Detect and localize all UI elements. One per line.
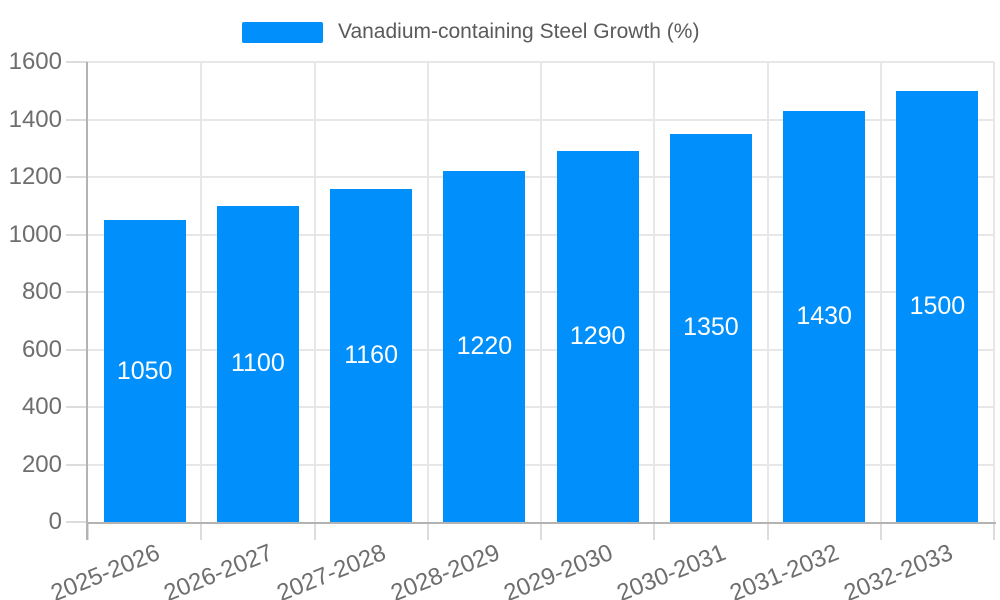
y-axis-tick-label: 1200 <box>8 163 62 190</box>
x-tick-mark <box>200 524 203 540</box>
y-tick-mark <box>66 291 88 293</box>
x-tick-mark <box>879 524 882 540</box>
bar-value-label: 1050 <box>116 356 173 385</box>
legend-item[interactable]: Vanadium-containing Steel Growth (%) <box>242 19 699 45</box>
x-tick-mark <box>87 524 89 540</box>
x-tick-mark <box>766 524 769 540</box>
x-tick-mark <box>426 524 429 540</box>
y-axis-line <box>86 62 88 540</box>
y-tick-mark <box>66 118 88 121</box>
y-tick-mark <box>66 406 88 408</box>
bar[interactable]: 1350 <box>669 133 752 522</box>
bar-value-label: 1350 <box>683 313 739 342</box>
y-axis-tick-label: 1400 <box>8 105 62 133</box>
bar-value-label: 1430 <box>796 301 852 330</box>
bar[interactable]: 1500 <box>896 90 979 522</box>
bar[interactable]: 1100 <box>216 205 299 522</box>
bar[interactable]: 1050 <box>103 220 186 522</box>
bar[interactable]: 1160 <box>330 188 413 522</box>
legend-label: Vanadium-containing Steel Growth (%) <box>338 20 700 43</box>
bar-value-label: 1500 <box>909 291 966 320</box>
y-tick-mark <box>66 233 88 236</box>
y-tick-mark <box>66 521 88 523</box>
x-axis-tick-label: 2029-2030 <box>499 539 617 600</box>
x-gridline <box>766 62 769 522</box>
x-axis-tick-label: 2032-2033 <box>839 539 957 600</box>
y-axis-tick-label: 600 <box>21 335 62 363</box>
x-axis-tick-label: 2031-2032 <box>726 539 843 600</box>
x-gridline <box>993 62 995 522</box>
bar[interactable]: 1430 <box>783 110 866 522</box>
x-axis-tick-label: 2030-2031 <box>613 539 730 600</box>
x-axis-tick-label: 2028-2029 <box>386 539 504 600</box>
legend-marker <box>242 21 323 43</box>
x-gridline <box>426 62 429 522</box>
y-axis-tick-label: 200 <box>21 450 62 478</box>
x-axis-tick-label: 2027-2028 <box>273 539 390 600</box>
y-tick-mark <box>66 463 88 466</box>
y-axis-tick-label: 0 <box>48 508 62 535</box>
y-tick-mark <box>66 348 88 351</box>
bar-value-label: 1290 <box>569 322 626 351</box>
bar-value-label: 1100 <box>230 349 285 378</box>
x-axis-line <box>86 522 996 524</box>
x-tick-mark <box>653 524 656 540</box>
x-gridline <box>540 62 542 522</box>
y-tick-mark <box>66 176 88 178</box>
y-axis-tick-label: 800 <box>21 278 62 305</box>
y-axis-tick-label: 1600 <box>8 48 62 75</box>
x-gridline <box>879 62 882 522</box>
x-tick-mark <box>540 524 542 540</box>
y-tick-mark <box>66 61 88 63</box>
bar[interactable]: 1220 <box>443 171 526 522</box>
x-gridline <box>313 62 316 522</box>
x-axis-tick-label: 2026-2027 <box>160 539 277 600</box>
y-axis-tick-label: 400 <box>21 393 62 420</box>
y-axis-tick-label: 1000 <box>8 220 62 248</box>
x-tick-mark <box>993 524 995 540</box>
x-gridline <box>653 62 656 522</box>
bar-value-label: 1220 <box>456 332 513 361</box>
bar[interactable]: 1290 <box>556 151 639 522</box>
bar-value-label: 1160 <box>344 340 398 369</box>
x-gridline <box>200 62 203 522</box>
x-tick-mark <box>313 524 316 540</box>
x-axis-tick-label: 2025-2026 <box>46 539 164 600</box>
